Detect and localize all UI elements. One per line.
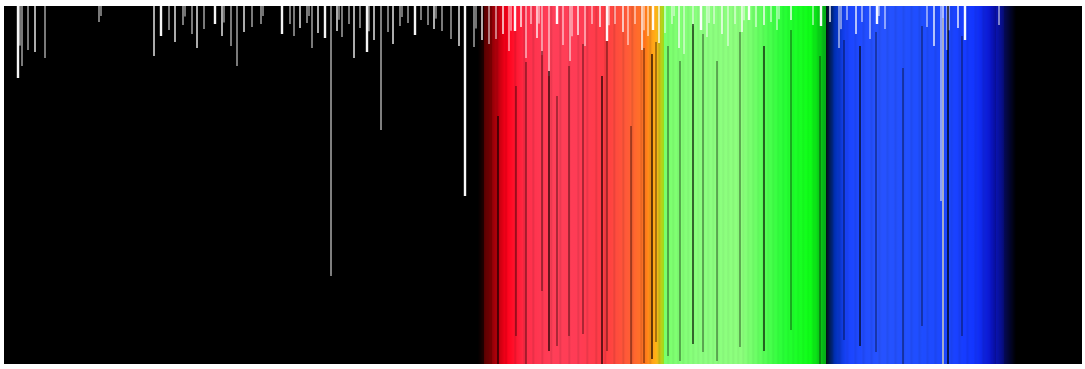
spectral-lines-overlay bbox=[16, 6, 1000, 364]
blue-spectrum-band bbox=[826, 6, 1004, 364]
red-edge-glow bbox=[478, 6, 492, 364]
red-band-texture bbox=[484, 6, 664, 364]
red-spectrum-band bbox=[484, 6, 647, 364]
blue-edge-glow bbox=[996, 6, 1016, 364]
orange-spectrum-band bbox=[644, 6, 666, 364]
blue-band-texture bbox=[826, 6, 1004, 364]
spectrum-panel bbox=[4, 6, 1082, 364]
